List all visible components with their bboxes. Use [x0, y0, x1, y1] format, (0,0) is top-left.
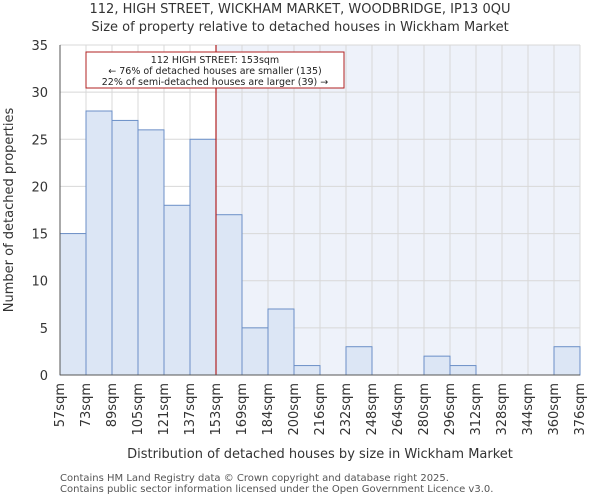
x-tick-label: 328sqm — [495, 383, 510, 436]
x-tick-label: 169sqm — [235, 383, 250, 436]
x-axis-label: Distribution of detached houses by size … — [127, 447, 513, 462]
annotation-line-2: ← 76% of detached houses are smaller (13… — [108, 66, 321, 77]
x-tick-label: 200sqm — [287, 383, 302, 436]
histogram-bar — [137, 129, 165, 376]
histogram-bar — [85, 110, 113, 376]
footer-licence: Contains public sector information licen… — [60, 484, 494, 495]
y-tick-label: 30 — [31, 86, 48, 101]
x-tick-label: 184sqm — [261, 383, 276, 436]
x-tick-label: 105sqm — [131, 383, 146, 436]
y-axis-label: Number of detached properties — [2, 108, 17, 313]
histogram-bar — [293, 365, 321, 376]
y-tick-label: 0 — [40, 369, 48, 384]
histogram-bar — [163, 204, 191, 376]
x-tick-label: 73sqm — [79, 383, 94, 427]
histogram-bar — [241, 327, 269, 376]
x-tick-label: 153sqm — [209, 383, 224, 436]
x-tick-label: 89sqm — [105, 383, 120, 427]
y-tick-label: 15 — [31, 228, 48, 243]
x-tick-label: 376sqm — [573, 383, 588, 436]
x-tick-label: 344sqm — [521, 383, 536, 436]
footer-copyright: Contains HM Land Registry data © Crown c… — [60, 473, 449, 484]
y-tick-label: 25 — [31, 133, 48, 148]
y-tick-label: 10 — [31, 275, 48, 290]
annotation-box — [85, 51, 345, 89]
histogram-bar — [423, 355, 451, 376]
x-tick-label: 121sqm — [157, 383, 172, 436]
x-tick-label: 232sqm — [339, 383, 354, 436]
histogram-bar — [345, 346, 373, 376]
x-tick-label: 248sqm — [365, 383, 380, 436]
x-tick-label: 360sqm — [547, 383, 562, 436]
y-tick-label: 35 — [31, 39, 48, 54]
chart-title-address: 112, HIGH STREET, WICKHAM MARKET, WOODBR… — [89, 2, 511, 17]
histogram-bar — [59, 233, 87, 376]
histogram-bar — [189, 138, 217, 376]
x-tick-label: 280sqm — [417, 383, 432, 436]
histogram-bar — [553, 346, 581, 376]
x-tick-label: 57sqm — [53, 383, 68, 427]
annotation-line-3: 22% of semi-detached houses are larger (… — [102, 77, 329, 88]
histogram-bar — [215, 214, 243, 376]
x-tick-label: 137sqm — [183, 383, 198, 436]
y-tick-label: 5 — [40, 322, 48, 337]
x-tick-label: 296sqm — [443, 383, 458, 436]
annotation-line-1: 112 HIGH STREET: 153sqm — [151, 55, 279, 66]
chart-title: Size of property relative to detached ho… — [91, 20, 509, 35]
histogram-bar — [267, 308, 295, 376]
histogram-bar — [111, 119, 139, 376]
x-tick-label: 216sqm — [313, 383, 328, 436]
y-tick-label: 20 — [31, 180, 48, 195]
x-tick-label: 312sqm — [469, 383, 484, 436]
histogram-bar — [449, 365, 477, 376]
x-tick-label: 264sqm — [391, 383, 406, 436]
